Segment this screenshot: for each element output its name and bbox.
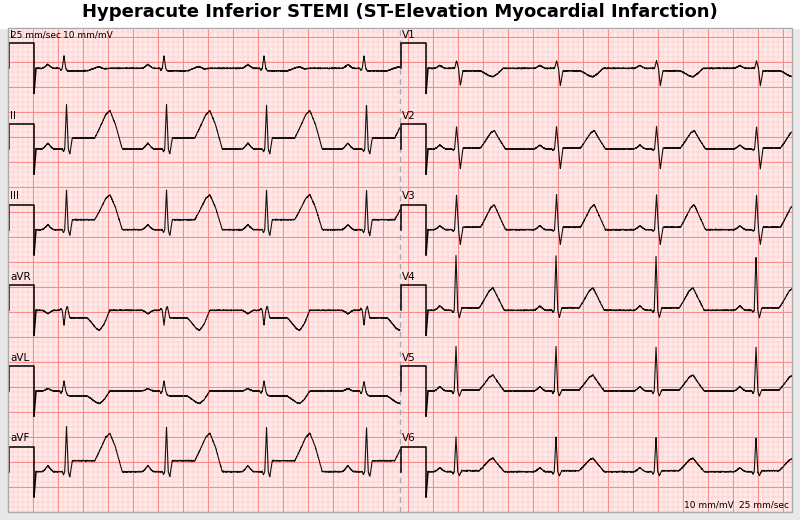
Text: aVF: aVF <box>10 433 30 444</box>
Text: II: II <box>10 111 16 121</box>
Text: V6: V6 <box>402 433 416 444</box>
Text: V4: V4 <box>402 272 416 282</box>
Text: V3: V3 <box>402 191 416 201</box>
Text: V5: V5 <box>402 353 416 362</box>
Text: I: I <box>10 30 13 40</box>
Text: V1: V1 <box>402 30 416 40</box>
Text: V2: V2 <box>402 111 416 121</box>
Text: aVL: aVL <box>10 353 30 362</box>
Text: 25 mm/sec: 25 mm/sec <box>739 501 789 510</box>
Bar <box>0 0 800 28</box>
Text: 10 mm/mV: 10 mm/mV <box>684 501 734 510</box>
Text: Hyperacute Inferior STEMI (ST-Elevation Myocardial Infarction): Hyperacute Inferior STEMI (ST-Elevation … <box>82 3 718 21</box>
Text: aVR: aVR <box>10 272 30 282</box>
Text: 25 mm/sec: 25 mm/sec <box>11 30 61 39</box>
Text: III: III <box>10 191 19 201</box>
Text: 10 mm/mV: 10 mm/mV <box>63 30 113 39</box>
